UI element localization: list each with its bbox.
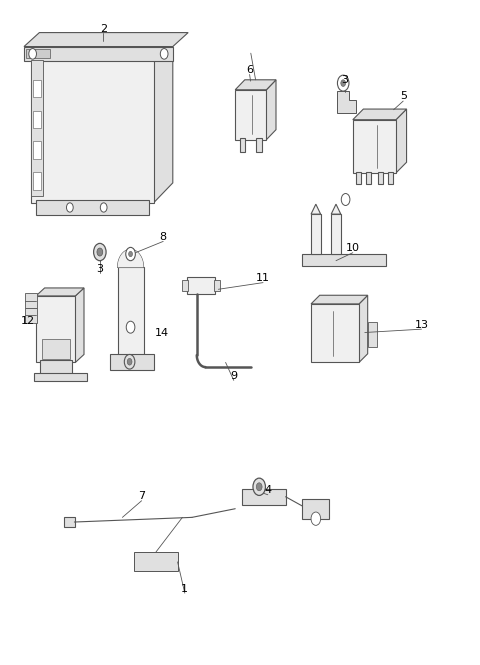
Text: 2: 2 — [100, 24, 107, 35]
Circle shape — [337, 75, 349, 91]
Bar — [25, 308, 37, 323]
Text: 8: 8 — [160, 231, 167, 242]
Bar — [33, 80, 41, 97]
Circle shape — [311, 512, 321, 525]
Bar — [356, 172, 361, 184]
Bar — [134, 552, 178, 571]
Polygon shape — [331, 204, 341, 214]
Text: 7: 7 — [138, 491, 145, 501]
Polygon shape — [396, 109, 407, 173]
Bar — [25, 293, 37, 308]
Bar — [331, 214, 341, 254]
Bar — [34, 373, 87, 381]
Polygon shape — [337, 91, 356, 113]
Circle shape — [126, 247, 135, 261]
Bar — [353, 120, 396, 173]
Polygon shape — [235, 80, 276, 90]
Circle shape — [126, 321, 135, 333]
Text: 1: 1 — [181, 583, 188, 594]
Bar — [214, 280, 220, 291]
Bar — [302, 499, 329, 519]
Circle shape — [253, 478, 265, 495]
Bar — [33, 172, 41, 190]
Bar — [36, 200, 149, 215]
Polygon shape — [36, 288, 84, 296]
Polygon shape — [266, 80, 276, 140]
Bar — [368, 322, 377, 347]
Circle shape — [66, 203, 73, 212]
Circle shape — [124, 354, 135, 369]
Text: 13: 13 — [414, 319, 429, 330]
Circle shape — [94, 243, 106, 261]
Circle shape — [129, 251, 132, 257]
Text: 3: 3 — [96, 263, 103, 274]
Bar — [36, 296, 75, 362]
Circle shape — [341, 194, 350, 205]
Text: 3: 3 — [341, 74, 348, 85]
Bar — [64, 517, 75, 527]
Bar — [302, 254, 386, 266]
Polygon shape — [31, 33, 173, 53]
Circle shape — [256, 483, 262, 491]
Text: 10: 10 — [346, 243, 360, 253]
Circle shape — [29, 49, 36, 59]
Polygon shape — [118, 249, 144, 267]
Text: 14: 14 — [155, 327, 169, 338]
Bar — [378, 172, 383, 184]
Bar — [242, 489, 286, 505]
Bar — [40, 360, 72, 376]
Bar — [31, 60, 43, 196]
Bar — [118, 267, 144, 367]
Polygon shape — [353, 109, 407, 120]
Text: 6: 6 — [246, 65, 253, 75]
Bar — [24, 47, 173, 61]
Bar — [240, 138, 245, 152]
Bar — [26, 49, 50, 58]
Text: 11: 11 — [256, 273, 270, 283]
Polygon shape — [154, 33, 173, 203]
Bar — [31, 53, 154, 203]
Polygon shape — [311, 204, 321, 214]
Bar — [33, 111, 41, 128]
Polygon shape — [311, 295, 368, 304]
Bar — [366, 172, 371, 184]
Text: 9: 9 — [230, 370, 237, 381]
Bar — [182, 280, 188, 291]
Bar — [42, 339, 70, 359]
Text: 5: 5 — [400, 91, 407, 102]
Bar — [311, 214, 321, 254]
Bar — [235, 90, 266, 140]
Text: 12: 12 — [21, 315, 35, 326]
Circle shape — [160, 49, 168, 59]
Circle shape — [127, 358, 132, 365]
Circle shape — [341, 80, 346, 86]
Circle shape — [100, 203, 107, 212]
Bar — [311, 304, 359, 362]
Bar — [187, 277, 215, 294]
Circle shape — [97, 248, 103, 256]
Bar — [33, 142, 41, 159]
Text: 4: 4 — [264, 485, 271, 495]
Bar — [388, 172, 393, 184]
Bar — [110, 354, 154, 370]
Polygon shape — [75, 288, 84, 362]
Polygon shape — [24, 33, 188, 47]
Polygon shape — [359, 295, 368, 362]
Bar — [256, 138, 262, 152]
